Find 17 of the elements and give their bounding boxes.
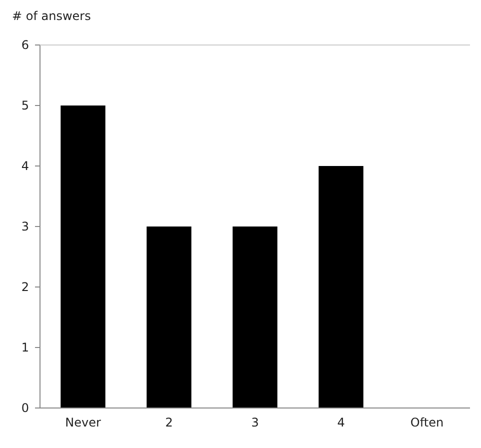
x-tick-label: 2 xyxy=(165,416,173,430)
x-tick-label: 4 xyxy=(337,416,345,430)
bar xyxy=(60,106,106,408)
bar xyxy=(318,166,364,408)
y-tick-label: 1 xyxy=(21,340,29,354)
y-tick-label: 0 xyxy=(21,400,29,415)
bar xyxy=(146,226,192,408)
bar xyxy=(232,226,278,408)
x-tick-label: Often xyxy=(410,416,444,430)
y-tick-label: 6 xyxy=(21,38,29,52)
y-axis-title: # of answers xyxy=(12,9,91,23)
y-tick-label: 4 xyxy=(21,158,29,173)
x-tick-label: 3 xyxy=(251,416,259,430)
y-tick-label: 3 xyxy=(21,219,29,234)
y-tick-label: 5 xyxy=(21,98,29,112)
x-tick-label: Never xyxy=(65,416,101,430)
y-tick-label: 2 xyxy=(21,280,29,294)
